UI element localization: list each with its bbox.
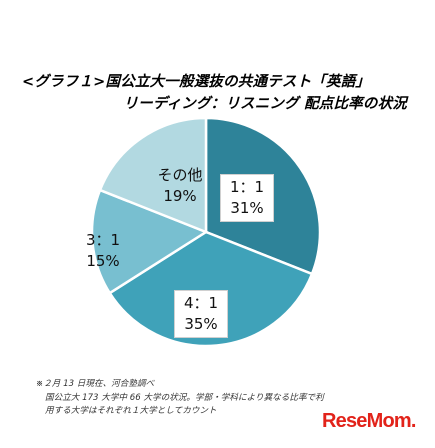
slice-ratio-3to1: 3：1 <box>85 231 121 249</box>
slice-label-3to1: 3：1 15% <box>80 230 126 272</box>
slice-label-4to1: 4：1 35% <box>174 290 228 338</box>
resemom-logo[interactable]: ReseMom. <box>322 410 416 432</box>
chart-title-line2: リーディング：リスニング 配点比率の状況 <box>123 96 407 112</box>
pie-slice-other <box>98 116 208 234</box>
footnote-2: 国公立大 173 大学中 66 大学の状況。学部・学科により異なる比率で利 <box>45 392 324 403</box>
slice-pct-3to1: 15% <box>86 252 120 270</box>
slice-pct-1to1: 31% <box>230 199 264 217</box>
footnote-3: 用する大学はそれぞれ１大学としてカウント <box>45 406 217 416</box>
chart-title-line1: <グラフ１>国公立大一般選抜の共通テスト「英語」 <box>22 74 371 90</box>
pie-slice-3to1 <box>90 188 209 295</box>
slice-pct-4to1: 35% <box>184 315 218 333</box>
slice-ratio-other: その他 <box>157 166 203 184</box>
slice-label-other: その他 19% <box>155 165 205 207</box>
footnote-1: ※２月 13 日現在、河合塾調べ <box>36 379 155 389</box>
slice-ratio-1to1: 1：1 <box>229 178 265 196</box>
slice-ratio-4to1: 4：1 <box>183 294 219 312</box>
slice-pct-other: 19% <box>163 187 197 205</box>
slice-label-1to1: 1：1 31% <box>220 174 274 222</box>
footnotes: ※２月 13 日現在、河合塾調べ 国公立大 173 大学中 66 大学の状況。学… <box>36 378 324 419</box>
pie-slice-4to1 <box>108 230 314 348</box>
